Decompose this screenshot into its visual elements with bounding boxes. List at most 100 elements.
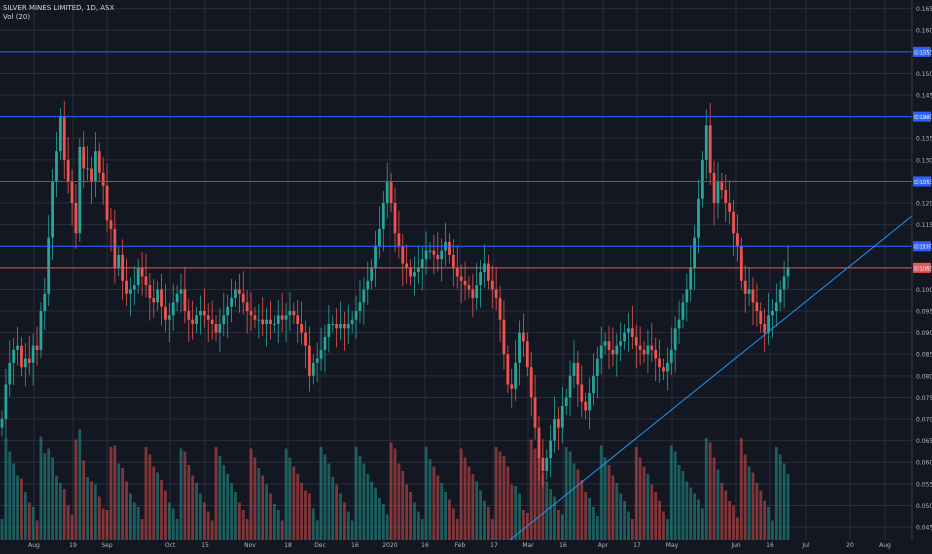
candle-body: [109, 220, 113, 229]
volume-bar: [440, 483, 444, 540]
candle-body: [156, 289, 160, 303]
volume-bar: [55, 475, 58, 540]
volume-bar: [12, 463, 16, 540]
candle-body: [179, 289, 183, 294]
candle-body: [16, 345, 19, 350]
candle-body: [241, 293, 245, 303]
volume-bar: [646, 474, 650, 540]
volume-bar: [595, 516, 599, 540]
volume-bar: [249, 448, 253, 540]
candle-body: [782, 276, 786, 290]
volume-bar: [370, 481, 374, 540]
candle-body: [564, 397, 568, 407]
volume-bar: [74, 439, 78, 540]
volume-bar: [677, 465, 681, 540]
volume-bar: [315, 520, 319, 540]
candle-body: [280, 315, 284, 320]
volume-bar: [728, 501, 732, 540]
x-tick-label: Aug: [879, 542, 891, 549]
volume-bar: [335, 484, 339, 540]
y-tick-label: 0.125: [916, 179, 932, 186]
level-price-label: 0.125: [914, 180, 930, 186]
candle-body: [467, 285, 471, 290]
candle-body: [459, 276, 463, 281]
candle-body: [560, 406, 564, 428]
candle-body: [74, 203, 78, 234]
volume-bar: [51, 457, 54, 540]
x-tick-label: Oct: [165, 542, 176, 549]
candle-body: [31, 345, 35, 363]
volume-bar: [623, 501, 626, 540]
volume-bar: [455, 519, 459, 540]
volume-bar: [619, 493, 623, 540]
y-tick-label: 0.055: [916, 481, 932, 488]
volume-bar: [230, 483, 233, 540]
candle-body: [12, 349, 16, 363]
volume-bar: [339, 493, 342, 540]
volume-bar: [144, 447, 148, 540]
volume-bar: [572, 463, 576, 540]
candle-body: [66, 159, 70, 182]
volume-bar: [218, 456, 222, 540]
volume-bar: [66, 505, 70, 540]
candle-body: [588, 393, 591, 411]
candle-body: [202, 311, 206, 316]
volume-indicator-label[interactable]: Vol (20): [3, 13, 31, 21]
candle-body: [619, 341, 623, 346]
candle-body: [148, 285, 152, 299]
candle-body: [751, 289, 755, 303]
volume-bar: [280, 520, 284, 540]
volume-bar: [611, 475, 615, 540]
volume-bar: [70, 514, 74, 540]
candle-body: [206, 315, 210, 320]
volume-bar: [58, 483, 62, 540]
candle-body: [732, 211, 735, 234]
candle-body: [292, 311, 296, 316]
y-tick-label: 0.140: [916, 114, 932, 121]
volume-bar: [276, 510, 280, 540]
y-tick-label: 0.135: [916, 136, 932, 143]
candle-body: [272, 324, 276, 325]
volume-bar: [374, 487, 377, 540]
volume-bar: [378, 498, 381, 540]
candle-body: [522, 332, 525, 342]
volume-bar: [494, 447, 498, 540]
volume-bar: [420, 519, 424, 540]
volume-bar: [0, 519, 4, 540]
candle-body: [58, 116, 62, 152]
candle-body: [685, 289, 689, 303]
x-tick-label: 16: [421, 542, 429, 549]
candle-body: [471, 289, 475, 299]
volume-bar: [199, 493, 202, 540]
candle-body: [592, 375, 595, 394]
symbol-title[interactable]: SILVER MINES LIMITED, 1D, ASX: [3, 4, 115, 12]
y-tick-label: 0.115: [916, 222, 932, 229]
volume-bar: [90, 481, 93, 540]
candle-body: [693, 237, 697, 268]
volume-bar: [592, 507, 595, 540]
candle-body: [525, 341, 529, 368]
volume-bar: [685, 481, 689, 540]
x-tick-label: 17: [490, 542, 498, 549]
candle-body: [237, 289, 241, 294]
volume-bar: [716, 469, 720, 540]
candle-body: [510, 384, 514, 389]
volume-bar: [459, 448, 463, 540]
candle-body: [557, 419, 560, 428]
volume-bar: [665, 519, 669, 540]
candle-body: [475, 285, 479, 299]
candle-body: [490, 280, 494, 290]
volume-bar: [105, 510, 109, 540]
y-tick-label: 0.100: [916, 287, 932, 294]
volume-bar: [234, 492, 237, 540]
volume-bar: [366, 474, 370, 540]
volume-bar: [638, 457, 642, 540]
volume-bar: [634, 447, 638, 540]
candle-body: [296, 315, 300, 324]
candle-body: [335, 324, 339, 329]
volume-bar: [658, 501, 661, 540]
volume-bar: [747, 466, 751, 540]
x-tick-label: 16: [766, 542, 774, 549]
